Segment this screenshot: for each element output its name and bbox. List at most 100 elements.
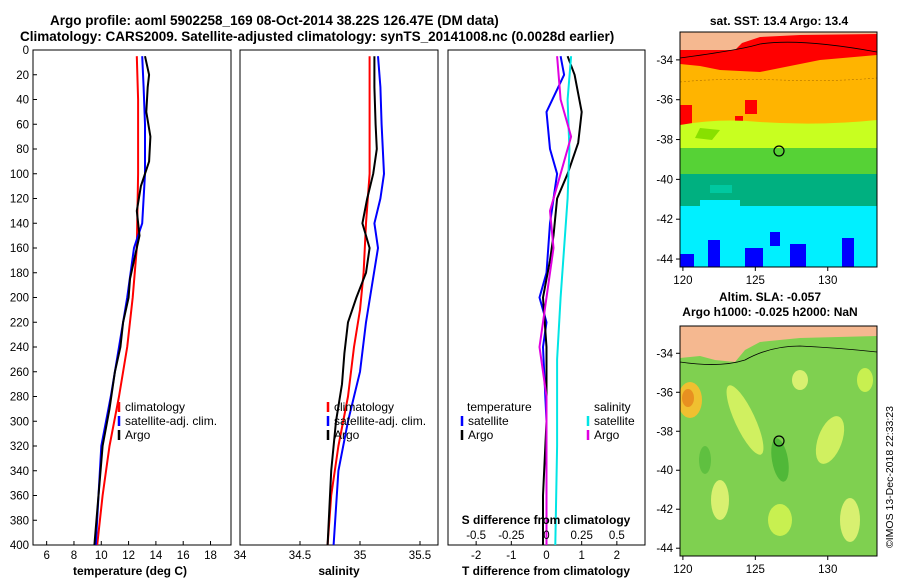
depth-tick-label: 400 (10, 540, 29, 552)
sst-x-axis: 120 125 130 (673, 267, 837, 287)
difference-panel: -2 -1 0 1 2 temperature satellite Argo salin… (447, 49, 646, 578)
depth-tick-label: 80 (16, 144, 29, 156)
sla-profile-marker (773, 435, 785, 447)
temperature-difference-x-label: T difference from climatology (462, 564, 630, 578)
depth-tick-label: 180 (10, 268, 29, 280)
salinity-difference-tick-label: -0.25 (498, 530, 524, 542)
map-y-tick-label: -42 (656, 214, 673, 226)
x-tick-label: 18 (204, 550, 217, 562)
depth-tick-label: 340 (10, 466, 29, 478)
depth-tick-label: 0 (23, 45, 29, 57)
x-tick-label: 1 (578, 550, 584, 562)
legend-temp-argo-label: Argo (468, 428, 494, 442)
depth-tick-label: 220 (10, 317, 29, 329)
map-y-tick-label: -40 (656, 465, 673, 477)
sla-map-frame (679, 325, 878, 557)
temperature-x-axis: 6 8 10 12 14 16 18 (43, 541, 217, 562)
depth-tick-label: 360 (10, 491, 29, 503)
series-line-temperature-satellite (538, 56, 566, 545)
series-line-salinity-satellite (554, 56, 573, 546)
salinity-legend: climatology satellite-adj. clim. Argo (326, 400, 426, 442)
x-tick-label: 34.5 (289, 550, 311, 562)
salinity-difference-tick-label: 0.25 (570, 530, 592, 542)
sst-y-axis: -34 -36 -38 -40 -42 -44 (656, 55, 680, 266)
sla-x-axis: 120 125 130 (673, 556, 837, 576)
map-y-tick-label: -34 (656, 55, 673, 67)
legend-satellite-label: satellite-adj. clim. (125, 414, 217, 428)
map-x-tick-label: 125 (746, 564, 765, 576)
sla-map-image (680, 326, 877, 556)
series-line-climatology (96, 56, 140, 546)
salinity-difference-axis: -0.5 -0.25 0 0.25 0.5 (466, 530, 625, 542)
legend-climatology-label: climatology (334, 400, 394, 414)
map-x-tick-label: 130 (818, 564, 837, 576)
x-tick-label: 14 (149, 550, 162, 562)
legend-temp-satellite-label: satellite (468, 414, 509, 428)
x-tick-label: -2 (471, 550, 481, 562)
series-line-climatology (326, 56, 371, 546)
sst-map-panel: sat. SST: 13.4 Argo: 13.4 (656, 14, 878, 287)
map-y-tick-label: -34 (656, 348, 673, 360)
x-tick-label: -1 (506, 550, 516, 562)
x-tick-label: 0 (543, 550, 549, 562)
salinity-difference-tick-label: 0.5 (609, 530, 625, 542)
depth-tick-label: 160 (10, 243, 29, 255)
legend-satellite-label: satellite-adj. clim. (334, 414, 426, 428)
sla-map-title-line1: Altim. SLA: -0.057 (719, 290, 821, 304)
legend-argo-label: Argo (125, 428, 151, 442)
depth-tick-label: 200 (10, 293, 29, 305)
sla-y-axis: -34 -36 -38 -40 -42 -44 (656, 348, 680, 555)
map-y-tick-label: -36 (656, 95, 673, 107)
salinity-x-axis: 34 34.5 35 35.5 (234, 541, 431, 562)
map-x-tick-label: 120 (673, 564, 692, 576)
salinity-panel: 34 34.5 35 35.5 climatology satellite-adj. … (234, 49, 439, 578)
series-line-satellite-adj-clim- (332, 56, 385, 546)
figure-title-line1: Argo profile: aoml 5902258_169 08-Oct-20… (50, 13, 499, 28)
depth-tick-label: 140 (10, 218, 29, 230)
map-x-tick-label: 120 (673, 275, 692, 287)
series-line-argo (326, 56, 378, 546)
salinity-difference-label: S difference from climatology (462, 513, 631, 527)
depth-tick-label: 40 (16, 95, 29, 107)
depth-tick-label: 60 (16, 119, 29, 131)
salinity-profiles (326, 56, 385, 546)
temperature-profiles (93, 55, 152, 546)
series-line-salinity-argo (538, 56, 573, 545)
difference-legend: temperature satellite Argo salinity sate… (460, 400, 635, 442)
x-tick-label: 12 (122, 550, 135, 562)
legend-sal-satellite-label: satellite (594, 414, 635, 428)
map-y-tick-label: -44 (656, 543, 673, 555)
series-line-argo (93, 55, 152, 546)
sst-map-title: sat. SST: 13.4 Argo: 13.4 (710, 14, 849, 28)
x-tick-label: 35.5 (409, 550, 431, 562)
x-tick-label: 34 (234, 550, 247, 562)
depth-tick-label: 260 (10, 367, 29, 379)
temperature-y-axis: 0 20 40 60 80 100 120 140 160 180 200 220 240 260 280 3… (10, 45, 452, 552)
x-tick-label: 8 (71, 550, 77, 562)
sla-map-title-line2: Argo h1000: -0.025 h2000: NaN (682, 305, 857, 319)
legend-sal-argo-label: Argo (594, 428, 620, 442)
depth-tick-label: 120 (10, 194, 29, 206)
depth-tick-label: 20 (16, 70, 29, 82)
sst-profile-marker (773, 145, 785, 157)
figure-title-line2: Climatology: CARS2009. Satellite-adjuste… (20, 29, 614, 44)
depth-tick-label: 240 (10, 342, 29, 354)
depth-tick-label: 300 (10, 416, 29, 428)
imos-copyright-note: ©IMOS 13-Dec-2018 22:33:23 (884, 406, 896, 548)
legend-climatology-label: climatology (125, 400, 185, 414)
map-y-tick-label: -44 (656, 254, 673, 266)
depth-tick-label: 280 (10, 392, 29, 404)
salinity-difference-tick-label: -0.5 (466, 530, 486, 542)
x-tick-label: 16 (177, 550, 190, 562)
legend-argo-label: Argo (334, 428, 360, 442)
x-tick-label: 6 (43, 550, 49, 562)
depth-tick-label: 380 (10, 515, 29, 527)
sst-map-frame (679, 31, 878, 268)
depth-tick-label: 100 (10, 169, 29, 181)
x-tick-label: 2 (614, 550, 620, 562)
temperature-legend: climatology satellite-adj. clim. Argo (117, 400, 217, 442)
difference-profiles (538, 55, 583, 546)
salinity-difference-tick-label: 0 (543, 530, 549, 542)
map-y-tick-label: -36 (656, 387, 673, 399)
